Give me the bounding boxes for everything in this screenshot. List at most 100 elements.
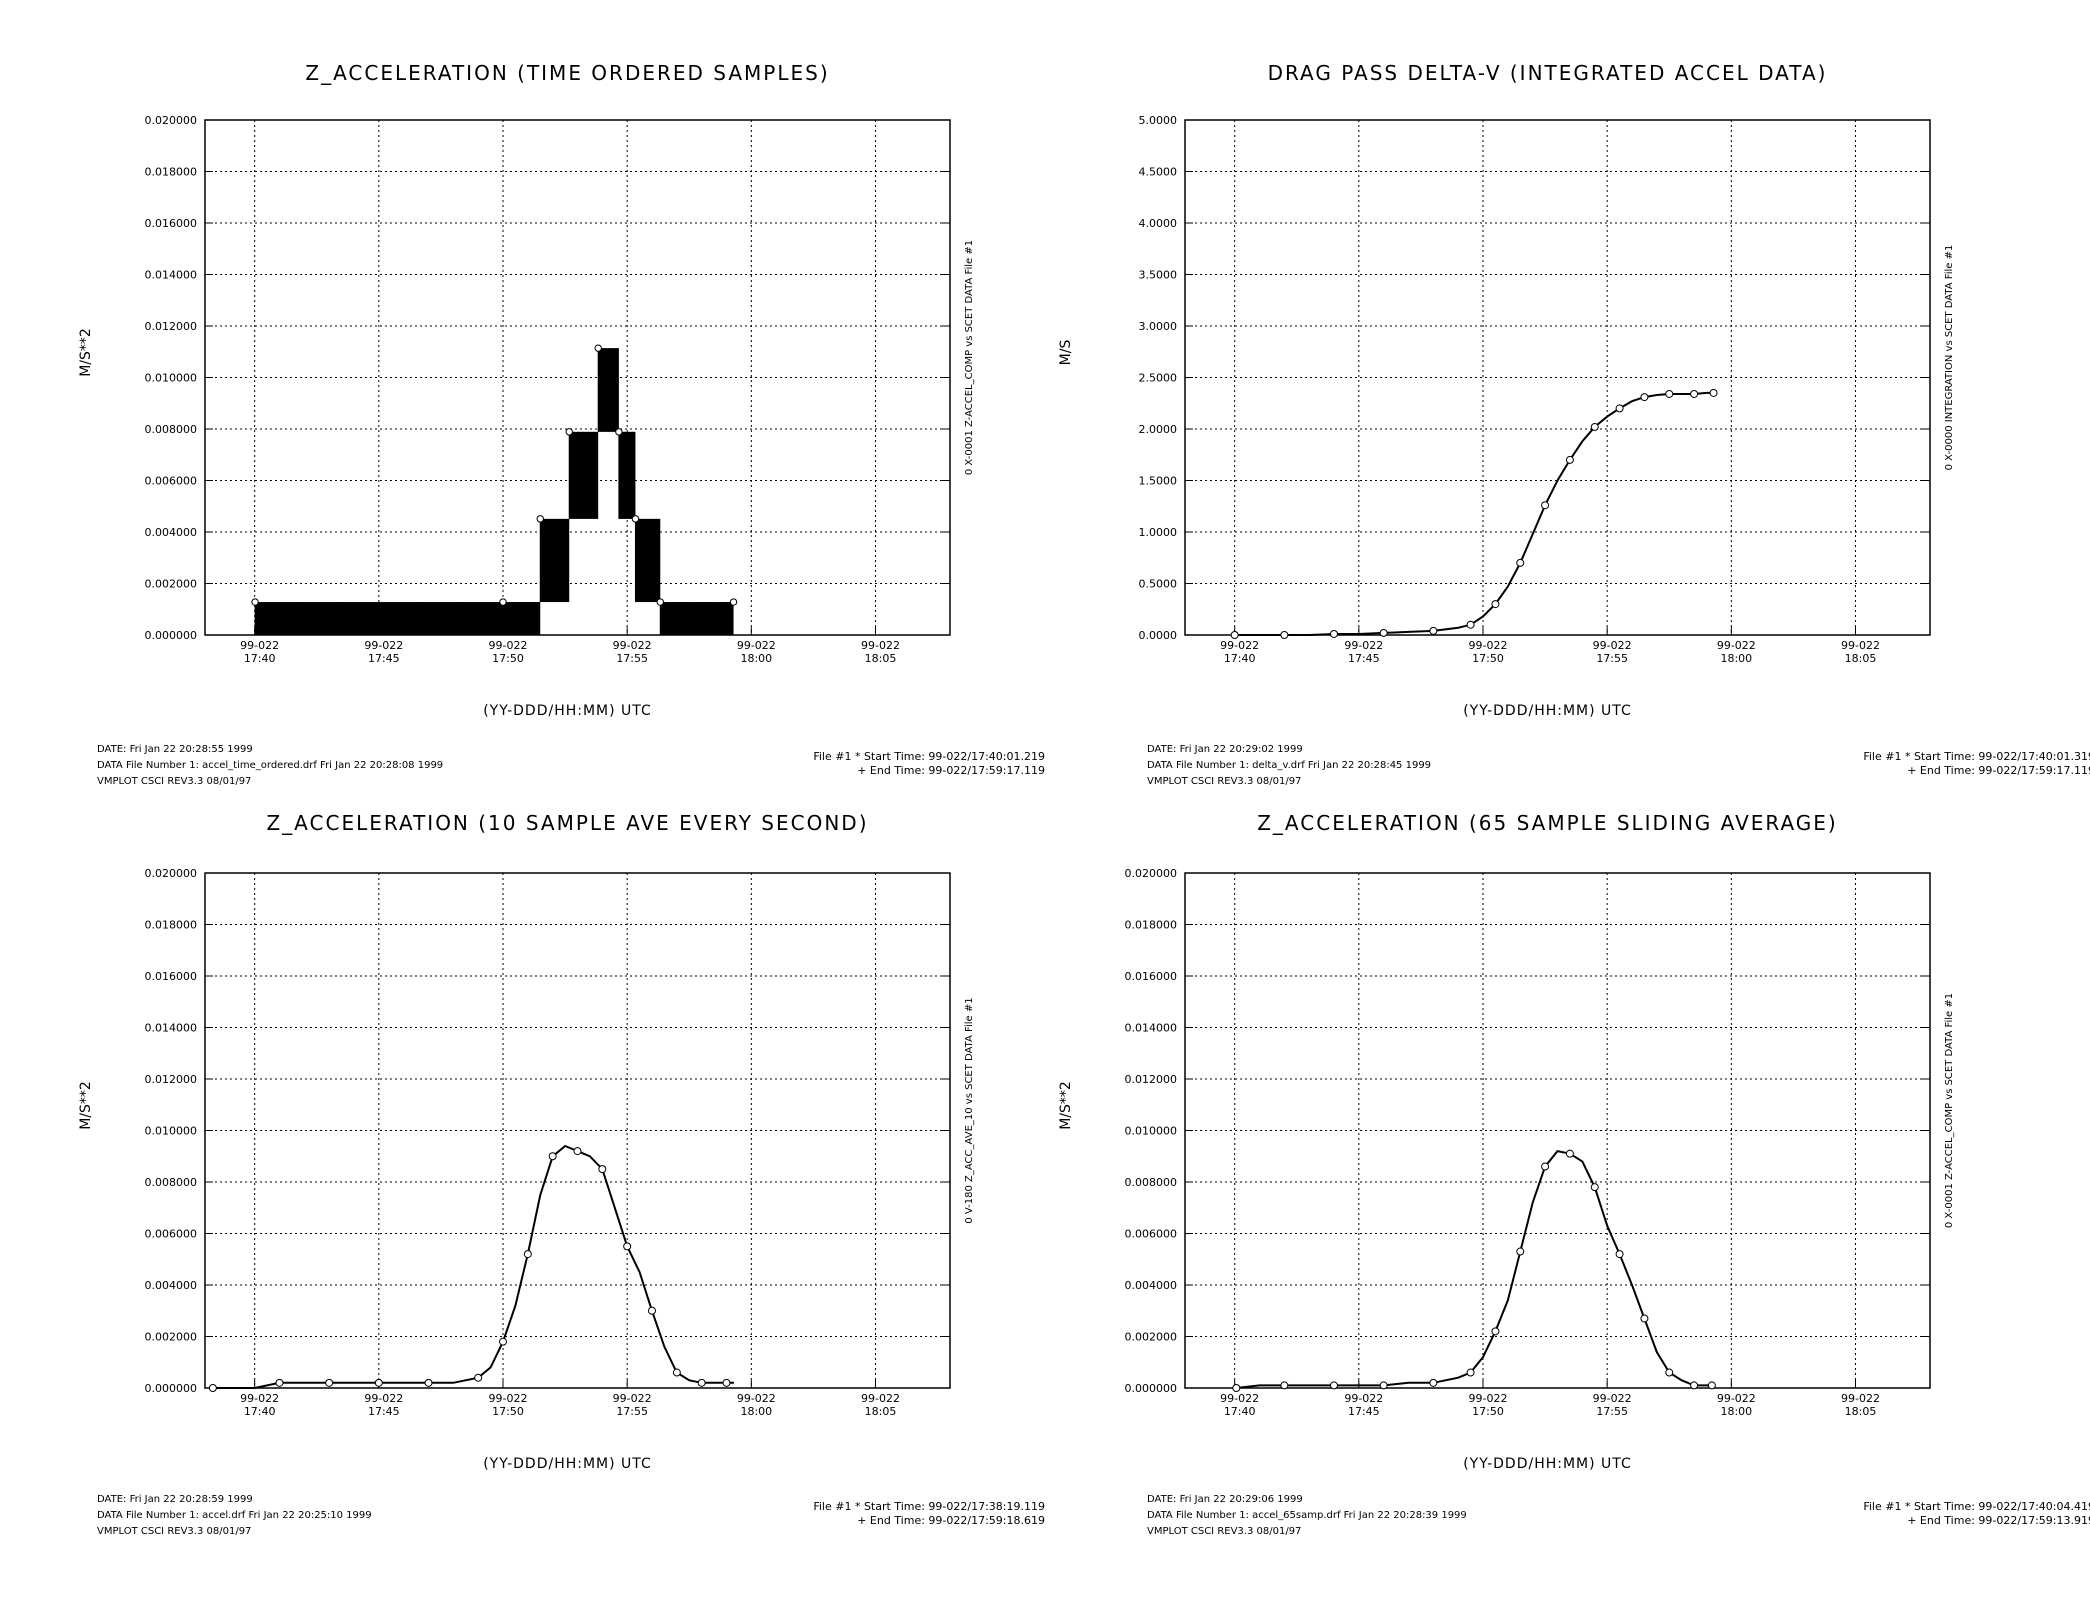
y-tick-label: 0.008000 [1125,1176,1178,1189]
data-point [648,1306,656,1315]
x-tick-date: 99-022 [1344,1392,1383,1405]
data-point [1466,1368,1475,1377]
data-point [672,1368,681,1377]
chart-title: Z_ACCELERATION (TIME ORDERED SAMPLES) [305,61,829,85]
data-point [1280,1381,1289,1390]
data-point [548,1152,557,1161]
footer-version: VMPLOT CSCI REV3.3 08/01/97 [97,776,251,787]
data-point [251,598,259,606]
y-tick-label: 4.5000 [1139,166,1178,179]
footer-start-time: File #1 * Start Time: 99-022/17:38:19.11… [813,1500,1045,1513]
x-tick-label: 99-022 18:05 [861,639,900,665]
chart-panel-2: DRAG PASS DELTA-V (INTEGRATED ACCEL DATA… [1058,61,2090,787]
footer-file: DATA File Number 1: accel_65samp.drf Fri… [1147,1510,1467,1521]
x-tick-time: 17:45 [1348,1405,1380,1418]
y-tick-label: 0.002000 [145,578,198,591]
data-point [1665,389,1674,398]
x-tick-time: 18:00 [740,1405,772,1418]
chart-title: Z_ACCELERATION (10 SAMPLE AVE EVERY SECO… [266,811,868,835]
x-tick-label: 99-022 17:55 [1593,639,1632,665]
y-tick-label: 3.0000 [1139,320,1178,333]
x-axis-label: (YY-DDD/HH:MM) UTC [483,1456,652,1472]
x-tick-date: 99-022 [1717,639,1756,652]
data-point [1466,620,1475,629]
x-tick-label: 99-022 17:50 [489,639,528,665]
footer-file: DATA File Number 1: accel_time_ordered.d… [97,760,443,771]
y-axis-label: M/S [1058,340,1074,366]
x-tick-label: 99-022 17:45 [1344,1392,1383,1418]
data-point [615,428,623,436]
data-line [1236,1149,1712,1389]
footer-version: VMPLOT CSCI REV3.3 08/01/97 [97,1526,251,1537]
y-tick-label: 0.004000 [145,526,198,539]
x-tick-date: 99-022 [861,639,900,652]
data-point [565,428,573,436]
x-tick-label: 99-022 18:00 [1717,639,1756,665]
y-tick-label: 0.018000 [145,919,198,932]
x-tick-label: 99-022 18:00 [1717,1392,1756,1418]
footer-start-time: File #1 * Start Time: 99-022/17:40:04.41… [1863,1500,2090,1513]
x-tick-label: 99-022 17:55 [1593,1392,1632,1418]
footer-version: VMPLOT CSCI REV3.3 08/01/97 [1147,776,1301,787]
data-point [325,1378,334,1387]
x-tick-label: 99-022 18:00 [737,1392,776,1418]
data-point [1707,1381,1716,1390]
footer-date: DATE: Fri Jan 22 20:29:02 1999 [1147,744,1303,755]
y-tick-label: 0.006000 [145,475,198,488]
y-tick-label: 0.000000 [145,1382,198,1395]
series-right-label: 0 X-0001 Z-ACCEL_COMP vs SCET DATA File … [964,240,975,475]
data-point [1330,1381,1338,1390]
x-tick-date: 99-022 [1469,639,1508,652]
x-tick-date: 99-022 [1344,639,1383,652]
x-tick-label: 99-022 17:45 [364,1392,403,1418]
data-line [1234,391,1714,636]
y-tick-label: 5.0000 [1139,114,1178,127]
x-tick-time: 17:45 [368,1405,400,1418]
y-tick-label: 0.016000 [145,217,198,230]
x-tick-time: 18:05 [865,1405,897,1418]
y-tick-label: 0.002000 [1125,1331,1178,1344]
y-tick-label: 0.020000 [145,867,198,880]
y-tick-label: 0.000000 [1125,1382,1178,1395]
y-axis-label: M/S**2 [78,328,94,377]
x-tick-time: 18:00 [740,652,772,665]
x-tick-date: 99-022 [1841,639,1880,652]
x-tick-date: 99-022 [1469,1392,1508,1405]
footer-file: DATA File Number 1: accel.drf Fri Jan 22… [97,1510,372,1521]
y-tick-label: 0.006000 [1125,1228,1178,1241]
data-point [523,1250,532,1259]
x-tick-time: 18:05 [1845,652,1877,665]
data-point [1541,1162,1550,1171]
data-point [623,1242,632,1251]
y-tick-label: 0.020000 [1125,867,1178,880]
data-point [594,344,602,352]
x-tick-time: 17:55 [1596,652,1628,665]
data-point [1565,455,1574,464]
x-tick-time: 17:55 [616,652,648,665]
x-tick-date: 99-022 [240,639,279,652]
data-point [656,598,664,606]
footer-end-time: + End Time: 99-022/17:59:17.119 [1907,764,2090,777]
footer-date: DATE: Fri Jan 22 20:28:59 1999 [97,1494,253,1505]
data-point [1491,600,1500,609]
y-tick-label: 0.012000 [1125,1073,1178,1086]
data-point [729,598,738,606]
footer-end-time: + End Time: 99-022/17:59:13.919 [1907,1514,2090,1527]
y-tick-label: 1.0000 [1139,526,1178,539]
x-tick-label: 99-022 17:50 [1469,639,1508,665]
data-point [374,1378,383,1387]
x-tick-label: 99-022 17:45 [1344,639,1383,665]
x-tick-label: 99-022 17:40 [1220,1392,1259,1418]
footer-end-time: + End Time: 99-022/17:59:18.619 [857,1514,1045,1527]
x-tick-date: 99-022 [1220,1392,1259,1405]
x-tick-time: 17:40 [1224,1405,1256,1418]
x-tick-time: 17:40 [1224,652,1256,665]
x-tick-date: 99-022 [364,639,403,652]
data-point [1590,1183,1599,1192]
data-point [208,1384,217,1392]
data-point [697,1378,706,1387]
data-point [1429,1378,1438,1387]
x-tick-time: 17:40 [244,652,276,665]
data-point [1230,631,1239,639]
